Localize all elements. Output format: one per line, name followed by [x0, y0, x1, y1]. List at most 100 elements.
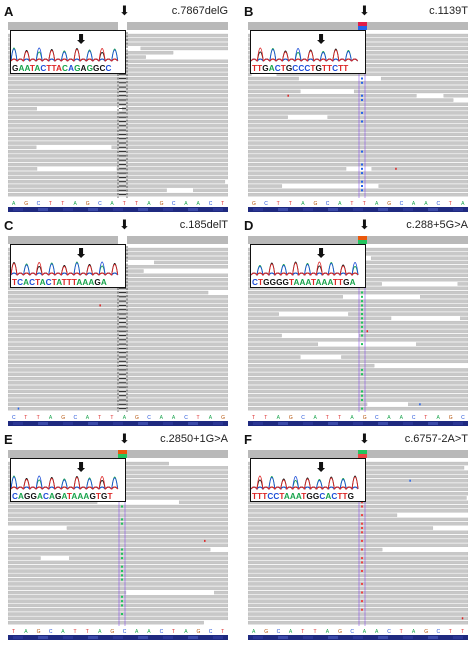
panel-label: B	[244, 4, 254, 19]
svg-text:T: T	[221, 629, 224, 635]
base-letter: G	[306, 492, 313, 501]
read-alignment-view[interactable]: A G C T T A G C A T T A G C A A C T GAATACTTACAGAGGCC	[8, 20, 228, 214]
svg-text:T: T	[314, 629, 317, 635]
svg-text:G: G	[289, 415, 293, 421]
base-letter: A	[325, 492, 332, 501]
chromatogram-inset: GAATACTTACAGAGGCC	[10, 30, 126, 74]
svg-text:A: A	[197, 201, 201, 207]
svg-text:A: A	[252, 629, 256, 635]
base-letter: C	[298, 64, 305, 73]
base-letter: A	[76, 278, 83, 287]
base-letter: C	[319, 492, 326, 501]
down-arrow-icon: ⬇	[359, 217, 370, 232]
svg-text:A: A	[184, 201, 188, 207]
svg-text:A: A	[147, 201, 151, 207]
svg-text:A: A	[86, 415, 90, 421]
sanger-sequence: TTTCCTAAATGGCACTTG	[252, 492, 354, 501]
base-letter: T	[252, 492, 258, 501]
mutation-arrow-icon	[317, 248, 326, 258]
base-letter: C	[62, 64, 69, 73]
svg-text:C: C	[461, 415, 465, 421]
svg-text:A: A	[363, 629, 367, 635]
svg-text:T: T	[449, 629, 452, 635]
svg-text:T: T	[86, 629, 89, 635]
base-letter: T	[289, 278, 294, 287]
base-letter: T	[46, 64, 52, 73]
base-letter: A	[49, 492, 56, 501]
variant-title: c.288+5G>A	[406, 219, 468, 231]
svg-text:A: A	[412, 629, 416, 635]
down-arrow-icon: ⬇	[119, 3, 130, 18]
svg-text:G: G	[37, 629, 41, 635]
base-letter: T	[337, 278, 344, 287]
svg-text:A: A	[437, 415, 441, 421]
svg-text:T: T	[61, 201, 64, 207]
variant-title: c.2850+1G>A	[160, 433, 228, 445]
base-letter: A	[39, 278, 46, 287]
svg-text:T: T	[264, 415, 267, 421]
read-alignment-view[interactable]: C T T A G C A T T A G C A A C T A G TCACTACTATTTAAAGA	[8, 234, 228, 428]
svg-text:T: T	[350, 201, 353, 207]
base-letter: T	[310, 278, 316, 287]
svg-text:C: C	[326, 201, 330, 207]
svg-text:C: C	[209, 629, 213, 635]
svg-text:C: C	[437, 201, 441, 207]
base-letter: T	[252, 64, 258, 73]
base-letter: T	[342, 492, 348, 501]
svg-text:A: A	[61, 629, 65, 635]
down-arrow-icon: ⬇	[119, 217, 130, 232]
base-letter: T	[258, 278, 264, 287]
sanger-sequence: CTGGGGTAAATAAATTGA	[252, 278, 356, 287]
panel-label: C	[4, 218, 14, 233]
base-letter: T	[257, 64, 263, 73]
svg-text:C: C	[98, 201, 102, 207]
base-letter: G	[262, 64, 269, 73]
base-letter: C	[331, 492, 338, 501]
mutation-arrow-icon	[317, 462, 326, 472]
svg-text:T: T	[338, 415, 341, 421]
base-letter: A	[305, 278, 311, 287]
svg-text:T: T	[400, 629, 403, 635]
base-letter: A	[77, 492, 84, 501]
read-alignment-view[interactable]: T T A G C A T T A G C A A C T A G C CTGGGGTAAATAAATTGA	[248, 234, 468, 428]
base-letter: G	[30, 492, 37, 501]
svg-text:C: C	[412, 415, 416, 421]
base-letter: A	[56, 278, 62, 287]
svg-text:C: C	[74, 415, 78, 421]
base-letter: G	[74, 64, 81, 73]
svg-text:T: T	[461, 629, 464, 635]
base-letter: C	[332, 64, 339, 73]
svg-text:C: C	[301, 415, 305, 421]
svg-text:G: G	[110, 629, 114, 635]
base-letter: A	[327, 278, 333, 287]
read-alignment-view[interactable]: T A G C A T T A G C A A C T A G C T CAGGACAGATAAAGTGT	[8, 448, 228, 642]
read-alignment-view[interactable]: G C T T A G C A T T A G C A A C T A TTGACTGCCCTGTTCTT	[248, 20, 468, 214]
svg-text:A: A	[135, 629, 139, 635]
base-letter: T	[343, 64, 349, 73]
svg-text:T: T	[123, 201, 126, 207]
base-letter: T	[279, 492, 284, 501]
base-letter: A	[18, 492, 25, 501]
svg-text:T: T	[24, 415, 27, 421]
base-letter: A	[82, 278, 89, 287]
base-letter: T	[51, 278, 57, 287]
base-letter: C	[17, 278, 24, 287]
svg-text:A: A	[209, 415, 213, 421]
base-letter: G	[312, 492, 320, 501]
svg-text:T: T	[37, 415, 40, 421]
panel-label: E	[4, 432, 13, 447]
panel-label: D	[244, 218, 254, 233]
base-letter: T	[29, 64, 35, 73]
svg-text:A: A	[110, 201, 114, 207]
base-letter: G	[55, 492, 62, 501]
base-letter: T	[61, 278, 67, 287]
base-letter: G	[343, 278, 350, 287]
svg-text:C: C	[350, 629, 354, 635]
read-alignment-view[interactable]: A G C A T T A G C A A C T A G C T T TTTCCTAAATGGCACTTG	[248, 448, 468, 642]
base-letter: T	[262, 492, 268, 501]
chromatogram-inset: TTGACTGCCCTGTTCTT	[250, 30, 366, 74]
svg-text:T: T	[277, 201, 280, 207]
variant-title: c.6757-2A>T	[404, 433, 468, 445]
